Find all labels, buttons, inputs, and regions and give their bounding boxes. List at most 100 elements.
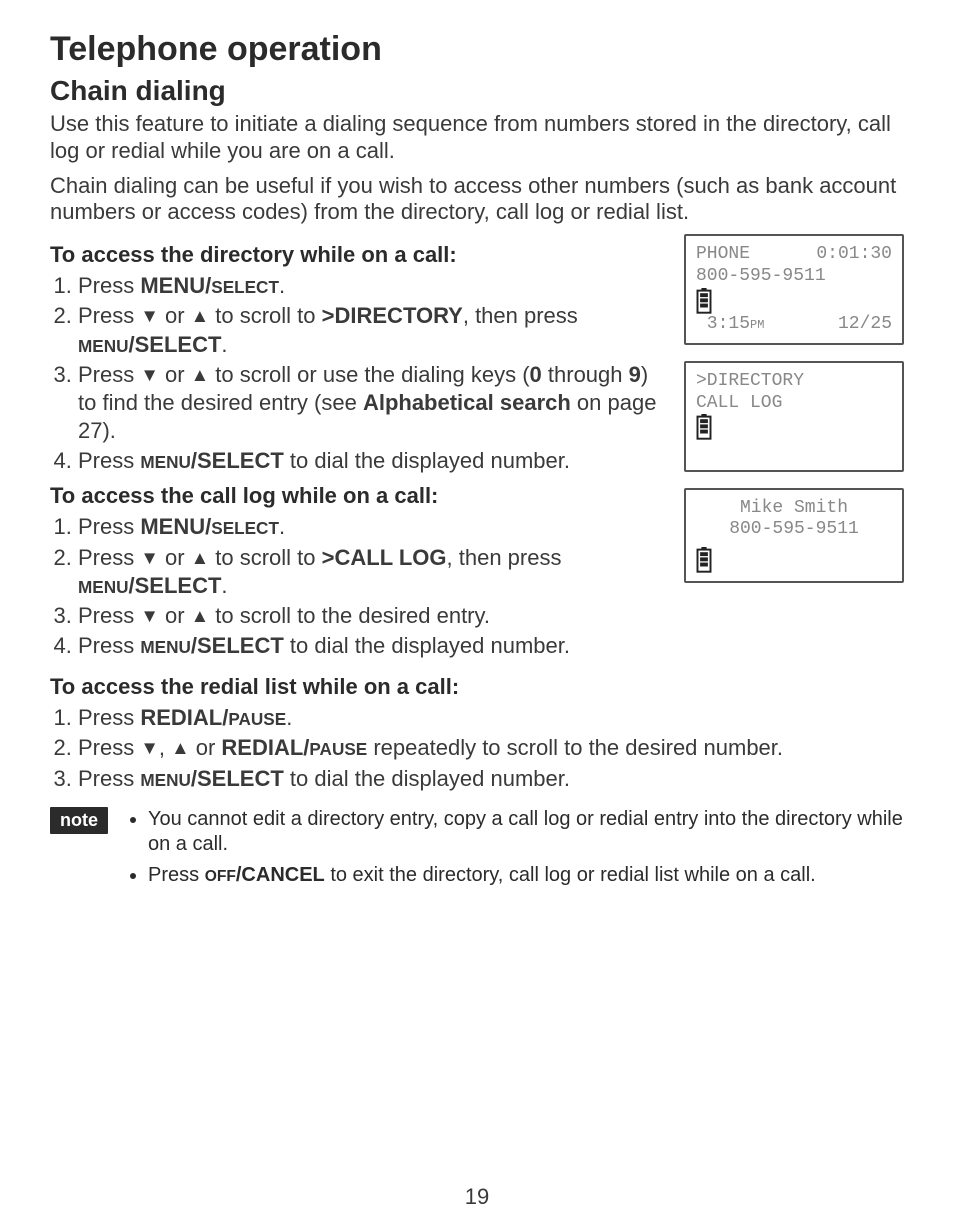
lcd-text: PHONE — [696, 244, 750, 266]
up-arrow-icon — [171, 735, 190, 760]
heading-redial: To access the redial list while on a cal… — [50, 674, 904, 700]
lcd-text: 0:01:30 — [816, 244, 892, 266]
key-0: 0 — [530, 362, 542, 387]
page-title: Telephone operation — [50, 30, 904, 69]
down-arrow-icon — [140, 303, 159, 328]
note-item: You cannot edit a directory entry, copy … — [148, 807, 904, 857]
step: Press REDIAL/PAUSE. — [78, 704, 904, 732]
lcd-text: 800-595-9511 — [696, 266, 826, 286]
up-arrow-icon — [191, 303, 210, 328]
lcd-text: CALL LOG — [696, 393, 782, 413]
heading-calllog: To access the call log while on a call: — [50, 483, 666, 509]
lcd-text: Mike Smith — [740, 498, 848, 518]
down-arrow-icon — [140, 362, 159, 387]
text: or — [159, 545, 191, 570]
text: or — [159, 603, 191, 628]
text: repeatedly to scroll to the desired numb… — [367, 735, 783, 760]
key-menu: MENU/ — [140, 273, 211, 298]
up-arrow-icon — [191, 545, 210, 570]
intro-paragraph-1: Use this feature to initiate a dialing s… — [50, 111, 904, 165]
text: Press — [78, 766, 140, 791]
lcd-text: 800-595-9511 — [729, 519, 859, 539]
battery-icon — [696, 414, 712, 440]
lcd-screen-phone: PHONE 0:01:30 800-595-9511 3:15PM 12/ — [684, 234, 904, 345]
steps-directory: Press MENU/SELECT. Press or to scroll to… — [50, 272, 666, 475]
step: Press MENU/SELECT. — [78, 272, 666, 300]
text: Press — [148, 864, 205, 886]
lcd-text: 12/25 — [838, 314, 892, 336]
key-redial: REDIAL/ — [140, 705, 228, 730]
section-subtitle: Chain dialing — [50, 75, 904, 107]
lcd-text: PM — [750, 318, 764, 332]
note-list: You cannot edit a directory entry, copy … — [128, 807, 904, 894]
step: Press MENU/SELECT to dial the displayed … — [78, 632, 666, 660]
key-menu: MENU — [140, 770, 191, 790]
lcd-screen-contact: Mike Smith 800-595-9511 — [684, 488, 904, 583]
text: or — [159, 303, 191, 328]
heading-directory: To access the directory while on a call: — [50, 242, 666, 268]
key-select: /SELECT — [191, 766, 284, 791]
note-badge: note — [50, 807, 108, 834]
up-arrow-icon — [191, 362, 210, 387]
key-pause: PAUSE — [228, 709, 286, 729]
step: Press or to scroll to the desired entry. — [78, 602, 666, 630]
text: Press — [78, 603, 140, 628]
step: Press or to scroll to >CALL LOG, then pr… — [78, 544, 666, 600]
intro-paragraph-2: Chain dialing can be useful if you wish … — [50, 173, 904, 227]
cross-ref: Alphabetical search — [363, 390, 571, 415]
text: Press — [78, 735, 140, 760]
key-menu: MENU — [140, 637, 191, 657]
text: to dial the displayed number. — [284, 633, 570, 658]
text: to exit the directory, call log or redia… — [325, 864, 816, 886]
menu-target: >CALL LOG — [322, 545, 447, 570]
text: , then press — [447, 545, 562, 570]
key-select: /SELECT — [191, 448, 284, 473]
text: . — [286, 705, 292, 730]
down-arrow-icon — [140, 603, 159, 628]
down-arrow-icon — [140, 735, 159, 760]
key-menu: MENU/ — [140, 514, 211, 539]
key-select: /SELECT — [129, 332, 222, 357]
step: Press or to scroll or use the dialing ke… — [78, 361, 666, 445]
step: Press MENU/SELECT. — [78, 513, 666, 541]
up-arrow-icon — [191, 603, 210, 628]
text: , — [159, 735, 171, 760]
steps-calllog: Press MENU/SELECT. Press or to scroll to… — [50, 513, 666, 660]
lcd-screen-directory: >DIRECTORY CALL LOG — [684, 361, 904, 472]
key-menu: MENU — [78, 336, 129, 356]
battery-icon — [696, 547, 712, 573]
lcd-text: >DIRECTORY — [696, 371, 804, 391]
text: to scroll to the desired entry. — [209, 603, 490, 628]
battery-icon — [696, 288, 712, 314]
text: through — [542, 362, 629, 387]
down-arrow-icon — [140, 545, 159, 570]
text: . — [279, 273, 285, 298]
key-select: /SELECT — [191, 633, 284, 658]
text: Press — [78, 633, 140, 658]
text: Press — [78, 303, 140, 328]
text: . — [279, 514, 285, 539]
step: Press , or REDIAL/PAUSE repeatedly to sc… — [78, 734, 904, 762]
text: or — [159, 362, 191, 387]
key-9: 9 — [629, 362, 641, 387]
text: to dial the displayed number. — [284, 448, 570, 473]
key-select: SELECT — [211, 277, 279, 297]
text: to scroll or use the dialing keys ( — [209, 362, 529, 387]
text: . — [221, 573, 227, 598]
text: Press — [78, 448, 140, 473]
text: , then press — [463, 303, 578, 328]
menu-target: >DIRECTORY — [322, 303, 463, 328]
text: to dial the displayed number. — [284, 766, 570, 791]
note-item: Press OFF/CANCEL to exit the directory, … — [148, 863, 904, 888]
text: to scroll to — [209, 545, 321, 570]
key-off: OFF — [205, 868, 236, 885]
steps-redial: Press REDIAL/PAUSE. Press , or REDIAL/PA… — [50, 704, 904, 792]
key-select: /SELECT — [129, 573, 222, 598]
text: . — [221, 332, 227, 357]
text: Press — [78, 362, 140, 387]
text: Press — [78, 273, 140, 298]
key-redial: REDIAL/ — [221, 735, 309, 760]
step: Press MENU/SELECT to dial the displayed … — [78, 447, 666, 475]
step: Press MENU/SELECT to dial the displayed … — [78, 765, 904, 793]
text: to scroll to — [209, 303, 321, 328]
